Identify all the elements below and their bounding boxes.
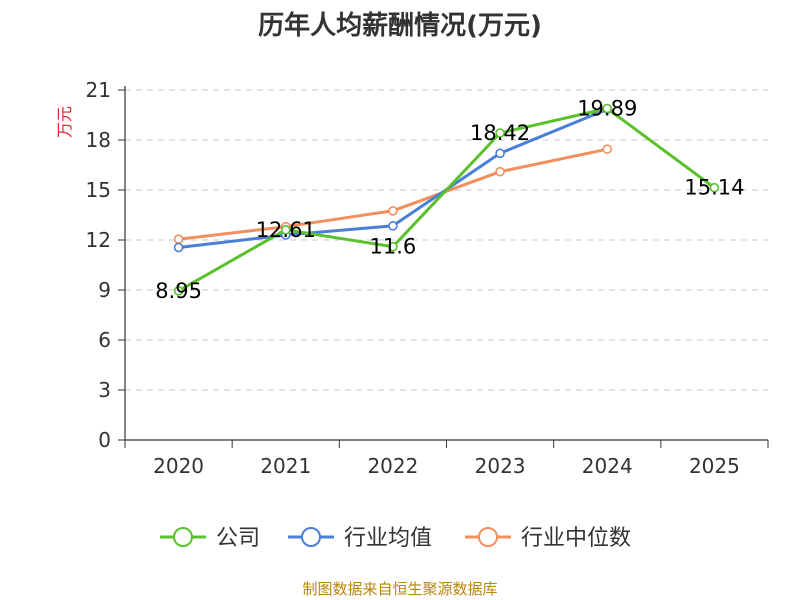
y-tick-label: 6 [98, 328, 111, 352]
data-point [709, 182, 720, 193]
data-point [495, 128, 505, 138]
source-note: 制图数据来自恒生聚源数据库 [302, 580, 497, 598]
x-tick-label: 2020 [153, 454, 204, 478]
y-tick-label: 0 [98, 428, 111, 452]
legend-item-0: 公司 [160, 526, 260, 551]
legend-swatch-marker [173, 527, 193, 547]
legend-swatch-marker [478, 527, 498, 547]
legend-label: 公司 [216, 526, 260, 551]
grid-lines [125, 89, 768, 391]
legend-item-1: 行业均值 [288, 526, 432, 551]
legend-item-2: 行业中位数 [465, 526, 631, 551]
legend-label: 行业均值 [344, 526, 432, 551]
data-label: 8.95 [155, 279, 202, 303]
data-label: 18.42 [470, 121, 530, 145]
y-tick-label: 21 [86, 78, 111, 102]
data-point [173, 286, 184, 296]
data-point [280, 225, 291, 235]
data-label: 11.6 [370, 235, 417, 259]
data-label: 19.89 [577, 97, 637, 121]
y-tick-label: 15 [86, 178, 111, 202]
data-point [388, 206, 398, 216]
series-lines [173, 103, 720, 296]
y-tick-label: 18 [86, 128, 111, 152]
data-point [495, 166, 505, 177]
axes: 0 3 6 9 12 15 18 21 2020 2021 2022 2023 2024 2025 [86, 78, 769, 478]
data-point [495, 148, 505, 159]
x-tick-label: 2022 [367, 454, 418, 478]
series-line-0 [177, 107, 716, 293]
data-point [388, 221, 398, 231]
data-label: 12.61 [256, 218, 316, 242]
data-point [173, 242, 184, 253]
data-labels: 8.95 12.61 11.6 18.42 19.89 15.14 [155, 97, 744, 303]
y-tick-label: 9 [98, 278, 111, 302]
legend: 公司 行业均值 行业中位数 [160, 526, 631, 551]
y-tick-label: 12 [86, 228, 111, 252]
y-axis-label: 万元 [55, 106, 74, 138]
chart-title: 历年人均薪酬情况(万元) [258, 10, 542, 41]
legend-label: 行业中位数 [521, 526, 631, 551]
data-point [602, 103, 613, 114]
x-tick-label: 2021 [260, 454, 311, 478]
legend-swatch-marker [301, 527, 321, 547]
data-point [602, 144, 613, 154]
data-point [388, 241, 398, 252]
x-tick-label: 2025 [689, 454, 740, 478]
x-tick-label: 2023 [475, 454, 526, 478]
data-label: 15.14 [684, 176, 744, 200]
x-tick-label: 2024 [582, 454, 633, 478]
y-tick-label: 3 [98, 378, 111, 402]
data-point [173, 234, 184, 244]
